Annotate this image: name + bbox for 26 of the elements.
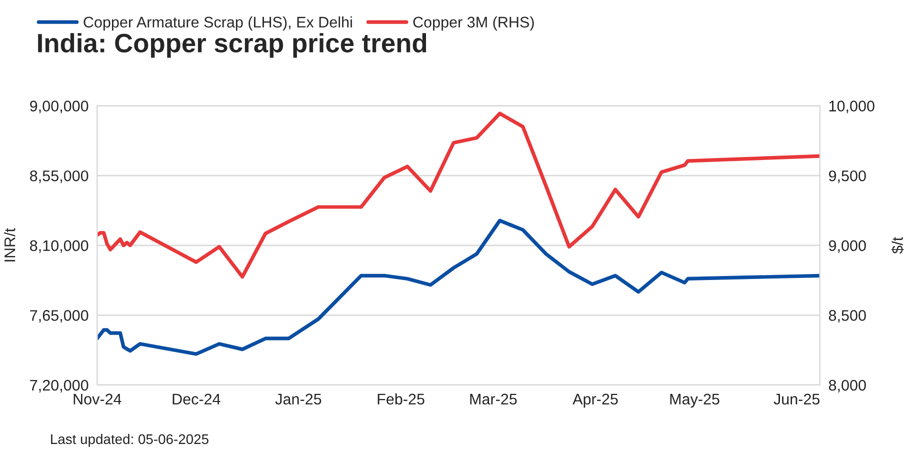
y-axis-title: INR/t: [4, 228, 16, 262]
x-tick-label: Apr-25: [572, 394, 618, 408]
y-tick-label: 7,65,000: [30, 310, 88, 323]
y2-axis-title: $/t: [891, 237, 904, 254]
y2-tick-label: 9,000: [828, 240, 866, 253]
x-tick-label: May-25: [670, 394, 720, 408]
chart-title: India: Copper scrap price trend: [38, 33, 426, 58]
y2-tick-label: 8,500: [828, 310, 866, 323]
line-series: [97, 218, 820, 356]
legend-label: Copper 3M (RHS): [413, 16, 534, 31]
legend-label: Copper Armature Scrap (LHS), Ex Delhi: [84, 16, 352, 31]
y2-tick-label: 10,000: [829, 100, 874, 114]
y-tick-label: 8,10,000: [30, 240, 88, 253]
y2-tick-label: 8,000: [828, 380, 866, 392]
text: Last updated: 05-06-2025: [51, 434, 208, 447]
y-tick-label: 9,00,000: [30, 100, 88, 114]
x-tick-label: Jun-25: [774, 394, 820, 405]
x-tick-label: Jan-25: [275, 394, 322, 405]
y2-tick-label: 9,500: [828, 170, 866, 184]
y-tick-label: 7,20,000: [30, 380, 88, 392]
line-series: [97, 112, 820, 279]
x-tick-label: Dec-24: [172, 394, 220, 405]
y-tick-label: 8,55,000: [30, 170, 88, 184]
x-tick-label: Mar-25: [470, 394, 517, 405]
x-tick-label: Feb-25: [378, 393, 424, 405]
x-tick-label: Nov-24: [74, 394, 122, 405]
